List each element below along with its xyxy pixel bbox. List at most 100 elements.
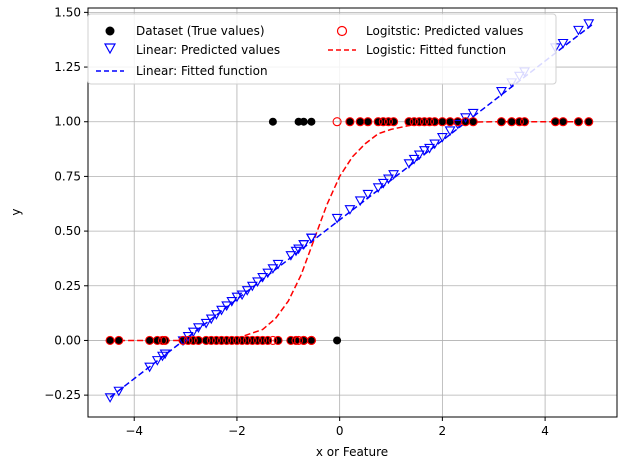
plot-markers (104, 19, 595, 403)
point-logitstic-predicted-values (378, 117, 388, 127)
point-logitstic-predicted-values (520, 117, 530, 127)
point-logitstic-predicted-values (419, 117, 429, 127)
point-logitstic-predicted-values (157, 335, 168, 345)
point-linear-predicted-values (241, 286, 253, 296)
point-linear-predicted-values (388, 170, 400, 180)
point-logitstic-predicted-values (247, 335, 257, 345)
legend-label-logistic-predicted: Logitstic: Predicted values (366, 24, 523, 38)
y-axis-label: y (9, 208, 23, 215)
point-linear-predicted-values (221, 301, 233, 312)
point-dataset-true-values- (299, 117, 308, 126)
point-logitstic-predicted-values (573, 117, 584, 127)
point-linear-predicted-values (331, 213, 343, 224)
point-linear-predicted-values (413, 150, 425, 161)
point-linear-predicted-values (583, 19, 595, 29)
y-ticks: −0.25 0.00 0.25 0.50 0.75 1.00 1.25 1.50 (44, 5, 88, 402)
x-axis-label: x or Feature (316, 445, 388, 459)
point-linear-predicted-values (236, 290, 248, 301)
x-tick-label: 0 (336, 424, 344, 438)
point-dataset-true-values- (559, 117, 568, 126)
point-linear-predicted-values (372, 183, 384, 193)
point-logitstic-predicted-values (514, 117, 524, 127)
y-tick-label: 0.00 (54, 333, 81, 347)
point-linear-predicted-values (418, 146, 430, 156)
point-linear-predicted-values (408, 154, 420, 165)
x-tick-label: 4 (541, 424, 549, 438)
point-linear-predicted-values (144, 362, 156, 373)
point-linear-predicted-values (354, 196, 366, 207)
point-logitstic-predicted-values (345, 117, 355, 127)
point-linear-predicted-values (305, 233, 317, 244)
legend-entry-logistic-fitted: Logistic: Fitted function (328, 43, 506, 57)
point-linear-predicted-values (226, 297, 238, 307)
point-logitstic-predicted-values (188, 335, 198, 345)
point-logitstic-predicted-values (424, 117, 435, 127)
point-logitstic-predicted-values (373, 117, 383, 127)
point-dataset-true-values- (333, 336, 342, 345)
point-linear-predicted-values (557, 38, 569, 49)
point-logitstic-predicted-values (227, 335, 237, 345)
point-linear-predicted-values (200, 318, 212, 329)
point-linear-predicted-values (257, 272, 269, 283)
point-dataset-true-values- (307, 117, 316, 126)
y-tick-label: 0.25 (54, 279, 81, 293)
legend-marker-linear-predicted (103, 43, 117, 55)
point-linear-predicted-values (383, 174, 394, 185)
legend-entry-linear-fitted: Linear: Fitted function (96, 64, 268, 78)
point-logitstic-predicted-values (252, 335, 263, 345)
point-logitstic-predicted-values (178, 335, 188, 345)
point-logitstic-predicted-values (216, 335, 227, 345)
point-dataset-true-values- (268, 117, 277, 126)
point-logitstic-predicted-values (242, 335, 252, 345)
x-ticks: −4 −2 0 2 4 (125, 417, 549, 438)
point-linear-predicted-values (467, 108, 479, 119)
point-linear-predicted-values (362, 189, 374, 200)
legend-label-linear-predicted: Linear: Predicted values (136, 43, 280, 57)
point-logitstic-predicted-values (468, 117, 478, 127)
point-dataset-true-values- (453, 117, 462, 126)
point-logitstic-predicted-values (273, 335, 283, 345)
point-linear-predicted-values (192, 323, 204, 333)
point-logitstic-predicted-values (383, 117, 394, 127)
point-logitstic-predicted-values (263, 335, 273, 345)
x-tick-label: 2 (439, 424, 447, 438)
point-logitstic-predicted-values (496, 117, 506, 127)
point-logitstic-predicted-values (183, 335, 193, 345)
point-logitstic-predicted-values (105, 335, 115, 345)
point-logitstic-predicted-values (160, 335, 170, 345)
y-tick-label: 1.25 (54, 60, 81, 74)
point-linear-predicted-values (424, 143, 435, 154)
point-dataset-true-values- (446, 117, 455, 126)
point-logitstic-predicted-values (404, 117, 414, 127)
point-linear-predicted-values (444, 126, 456, 137)
point-linear-predicted-values (452, 119, 464, 130)
point-dataset-true-values- (469, 117, 478, 126)
point-logitstic-predicted-values (222, 335, 232, 345)
point-dataset-true-values- (106, 336, 115, 345)
point-linear-predicted-values (344, 205, 356, 215)
point-linear-predicted-values (246, 281, 258, 292)
point-linear-predicted-values (216, 305, 227, 316)
point-dataset-true-values- (307, 336, 316, 345)
legend-marker-dataset (105, 26, 115, 36)
plot-frame (87, 7, 618, 418)
point-linear-predicted-values (187, 327, 199, 338)
point-dataset-true-values- (363, 117, 372, 126)
point-logitstic-predicted-values (258, 335, 268, 345)
point-dataset-true-values- (438, 117, 447, 126)
point-linear-predicted-values (496, 87, 507, 97)
y-tick-label: 0.75 (54, 169, 81, 183)
point-logitstic-predicted-values (232, 335, 242, 345)
point-linear-predicted-values (285, 251, 297, 261)
legend-entry-dataset: Dataset (True values) (105, 24, 265, 38)
y-tick-label: 1.00 (54, 115, 81, 129)
point-dataset-true-values- (507, 117, 516, 126)
point-logitstic-predicted-values (237, 335, 247, 345)
point-logitstic-predicted-values (414, 117, 424, 127)
point-dataset-true-values- (161, 336, 170, 345)
point-logitstic-predicted-values (114, 335, 124, 345)
y-tick-label: 0.50 (54, 224, 81, 238)
legend: Dataset (True values) Linear: Predicted … (87, 13, 557, 85)
point-logitstic-predicted-values (584, 117, 594, 127)
